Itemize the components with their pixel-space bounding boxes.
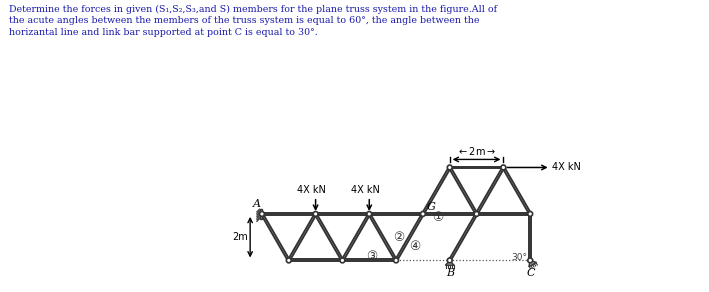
Text: Determine the forces in given (S₁,S₂,S₃,and S) members for the plane truss syste: Determine the forces in given (S₁,S₂,S₃,… bbox=[9, 4, 496, 37]
Circle shape bbox=[367, 211, 372, 216]
Polygon shape bbox=[445, 260, 454, 265]
Circle shape bbox=[340, 258, 345, 263]
Text: B: B bbox=[446, 268, 454, 279]
Text: ①: ① bbox=[432, 211, 444, 224]
Circle shape bbox=[501, 165, 506, 170]
Text: 4X kN: 4X kN bbox=[297, 185, 325, 195]
Circle shape bbox=[313, 211, 318, 216]
Circle shape bbox=[474, 211, 479, 216]
Text: 2m: 2m bbox=[233, 232, 248, 242]
Text: ④: ④ bbox=[409, 240, 420, 253]
Polygon shape bbox=[529, 260, 537, 267]
Text: ③: ③ bbox=[367, 250, 378, 263]
Text: G: G bbox=[427, 202, 435, 212]
Text: $\leftarrow$2m$\rightarrow$: $\leftarrow$2m$\rightarrow$ bbox=[457, 145, 496, 157]
Circle shape bbox=[527, 211, 532, 216]
Text: A: A bbox=[252, 199, 261, 208]
Text: 30°: 30° bbox=[511, 253, 527, 262]
Circle shape bbox=[420, 211, 425, 216]
Circle shape bbox=[447, 258, 452, 263]
Circle shape bbox=[286, 258, 291, 263]
Bar bbox=[259, 209, 262, 219]
Circle shape bbox=[259, 211, 264, 216]
Text: 4X kN: 4X kN bbox=[350, 185, 379, 195]
Circle shape bbox=[447, 165, 452, 170]
Text: C: C bbox=[527, 268, 535, 279]
Circle shape bbox=[527, 258, 532, 263]
Circle shape bbox=[393, 258, 398, 263]
Text: 4X kN: 4X kN bbox=[552, 162, 581, 173]
Text: ②: ② bbox=[393, 231, 404, 244]
